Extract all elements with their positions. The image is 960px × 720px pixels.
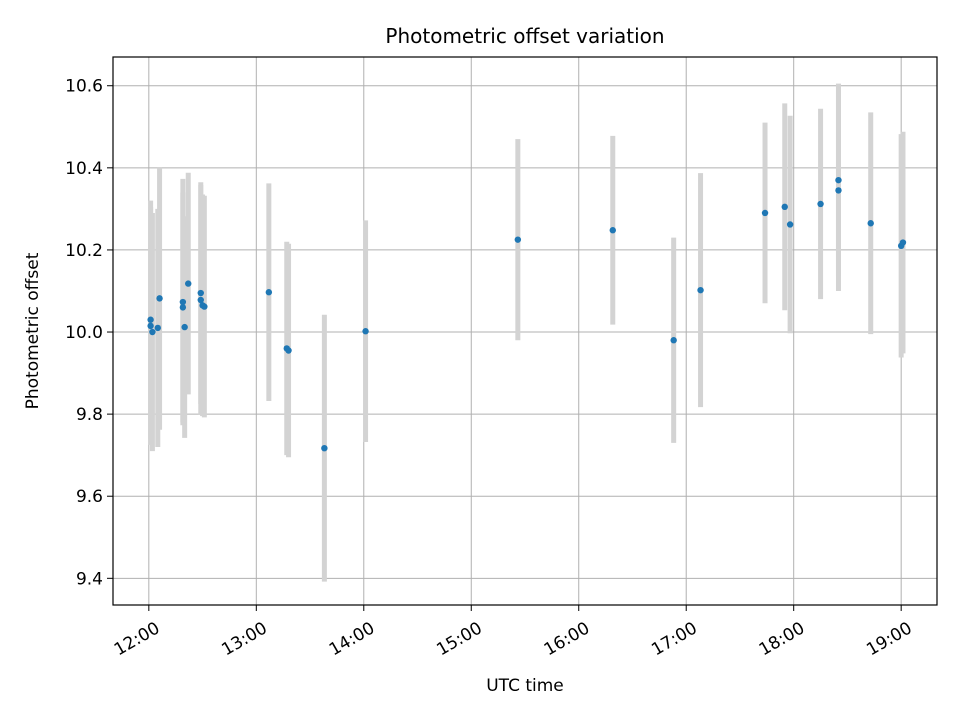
error-bars [148, 83, 906, 582]
data-point [185, 280, 192, 287]
data-point [835, 176, 842, 184]
y-tick-label: 10.4 [65, 159, 103, 179]
x-axis-title: UTC time [486, 676, 564, 696]
y-tick-label: 9.8 [76, 405, 103, 425]
data-point [149, 328, 156, 336]
gridlines [113, 57, 937, 605]
data-point [670, 337, 677, 344]
data-point [697, 286, 704, 294]
data-point [179, 304, 187, 311]
data-point [786, 221, 794, 228]
x-tick-label: 12:00 [111, 618, 163, 660]
chart-title: Photometric offset variation [385, 24, 664, 48]
data-point [197, 296, 204, 304]
data-point [181, 323, 188, 331]
data-point [179, 298, 187, 306]
data-point [197, 289, 204, 297]
x-tick-label: 19:00 [863, 618, 915, 660]
y-axis-ticks: 9.4 9.6 9.8 10.0 10.2 10.4 10.6 [65, 77, 113, 589]
x-tick-label: 17:00 [648, 618, 700, 660]
data-point [154, 324, 161, 332]
data-point [835, 187, 842, 194]
x-tick-label: 16:00 [541, 618, 593, 660]
data-point [201, 303, 208, 310]
data-point [781, 203, 788, 211]
x-tick-label: 15:00 [433, 618, 485, 660]
data-point [609, 227, 616, 234]
data-point [147, 322, 154, 330]
y-axis-title: Photometric offset [23, 252, 43, 409]
data-points [147, 176, 907, 452]
data-point [321, 444, 328, 452]
y-tick-label: 10.2 [65, 241, 103, 261]
data-point [817, 200, 824, 208]
x-tick-label: 13:00 [218, 618, 270, 660]
data-point [899, 239, 907, 246]
data-point [265, 289, 273, 296]
data-point [514, 236, 522, 243]
x-axis-ticks: 12:00 13:00 14:00 15:00 16:00 17:00 18:00 19:00 [111, 605, 916, 660]
data-point [761, 209, 769, 217]
data-point [147, 316, 154, 323]
data-point [285, 347, 292, 354]
x-tick-label: 18:00 [756, 618, 808, 660]
y-tick-label: 10.0 [65, 323, 103, 343]
y-tick-label: 9.4 [76, 569, 103, 589]
y-tick-label: 10.6 [65, 77, 103, 97]
data-point [362, 328, 369, 335]
data-point [867, 220, 874, 227]
data-point [156, 295, 163, 302]
y-tick-label: 9.6 [76, 487, 103, 507]
x-tick-label: 14:00 [326, 618, 378, 660]
plot-frame [112, 56, 938, 606]
